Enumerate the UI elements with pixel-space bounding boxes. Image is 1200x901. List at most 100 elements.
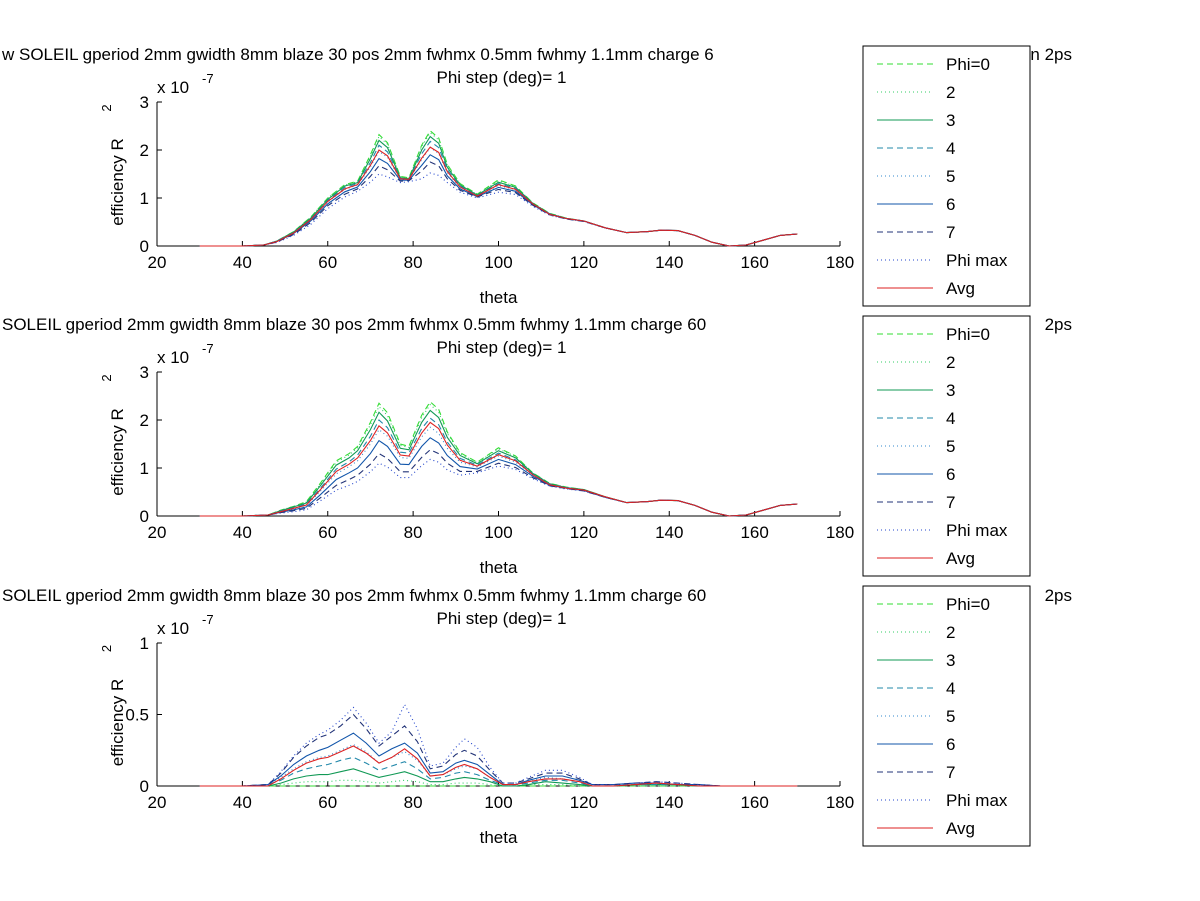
- y-tick-label: 1: [140, 459, 149, 478]
- y-tick-label: 0: [140, 777, 149, 796]
- x-tick-label: 120: [570, 523, 598, 542]
- y-axis-label-superscript: 2: [99, 645, 114, 652]
- series-line-phi5: [199, 426, 798, 517]
- series-line-phi0: [199, 129, 798, 247]
- chart-title-tail: 2ps: [1045, 586, 1072, 605]
- series-line-avg: [199, 146, 798, 247]
- chart-title: w SOLEIL gperiod 2mm gwidth 8mm blaze 30…: [1, 45, 714, 64]
- y-tick-label: 2: [140, 141, 149, 160]
- x-tick-label: 140: [655, 253, 683, 272]
- series-line-avg: [199, 745, 798, 787]
- y-tick-label: 0: [140, 507, 149, 526]
- series-line-phi7: [199, 161, 798, 247]
- legend-entry-label: 7: [946, 223, 955, 242]
- legend-entry-label: 3: [946, 111, 955, 130]
- x-tick-label: 40: [233, 253, 252, 272]
- exponent-label: x 10: [157, 619, 189, 638]
- series-line-phi4: [199, 140, 798, 247]
- x-tick-label: 140: [655, 523, 683, 542]
- chart-subtitle: Phi step (deg)= 1: [437, 609, 567, 628]
- y-tick-label: 1: [140, 634, 149, 653]
- series-line-avg: [199, 421, 798, 517]
- x-axis-label: theta: [480, 288, 518, 307]
- x-tick-label: 180: [826, 793, 854, 812]
- legend-entry-label: 7: [946, 763, 955, 782]
- legend-entry-label: 6: [946, 465, 955, 484]
- legend-entry-label: 6: [946, 195, 955, 214]
- exponent-superscript: -7: [202, 612, 214, 627]
- exponent-label: x 10: [157, 348, 189, 367]
- y-tick-label: 0: [140, 237, 149, 256]
- series-line-phi2: [199, 403, 798, 517]
- legend-box: [862, 585, 1031, 847]
- x-tick-label: 20: [148, 253, 167, 272]
- legend-entry-label: 4: [946, 679, 955, 698]
- legend-entry-label: Phi max: [946, 521, 1008, 540]
- legend-entry-label: 5: [946, 437, 955, 456]
- x-tick-label: 20: [148, 523, 167, 542]
- x-tick-label: 140: [655, 793, 683, 812]
- y-axis-label: efficiency R: [108, 138, 127, 226]
- legend-entry-label: 2: [946, 353, 955, 372]
- legend-entry-label: 3: [946, 651, 955, 670]
- x-tick-label: 160: [740, 793, 768, 812]
- legend-entry-label: Phi=0: [946, 595, 990, 614]
- x-tick-label: 80: [404, 523, 423, 542]
- subplot-2: 20 40 60 80 100 120 140 160 180 0 1 2 3 x 10 -7 SOLEIL …: [2, 315, 1072, 577]
- legend-entry-label: 4: [946, 139, 955, 158]
- y-axis-label: efficiency R: [108, 408, 127, 496]
- y-tick-label: 0.5: [125, 706, 149, 725]
- series-line-phi3: [199, 135, 798, 247]
- x-tick-label: 100: [484, 253, 512, 272]
- legend-entry-label: Phi max: [946, 791, 1008, 810]
- legend-entry-label: 3: [946, 381, 955, 400]
- legend-entry-label: 6: [946, 735, 955, 754]
- x-tick-label: 40: [233, 793, 252, 812]
- legend-box: [862, 315, 1031, 577]
- legend-entry-label: 5: [946, 167, 955, 186]
- x-tick-label: 180: [826, 253, 854, 272]
- x-tick-label: 60: [318, 523, 337, 542]
- legend-entry-label: Avg: [946, 819, 975, 838]
- y-axis-label-superscript: 2: [99, 374, 114, 381]
- x-tick-label: 160: [740, 523, 768, 542]
- legend: Phi=0 2 3 4 5 6 7 Phi max Avg: [862, 585, 1031, 847]
- exponent-label: x 10: [157, 78, 189, 97]
- legend-entry-label: Phi=0: [946, 55, 990, 74]
- series-line-phi5: [199, 743, 798, 787]
- legend-entry-label: 7: [946, 493, 955, 512]
- x-tick-label: 20: [148, 793, 167, 812]
- y-tick-label: 3: [140, 93, 149, 112]
- legend-entry-label: 5: [946, 707, 955, 726]
- y-tick-label: 2: [140, 411, 149, 430]
- legend-box: [862, 45, 1031, 307]
- chart-subtitle: Phi step (deg)= 1: [437, 68, 567, 87]
- chart-title: SOLEIL gperiod 2mm gwidth 8mm blaze 30 p…: [2, 315, 706, 334]
- legend-entry-label: Avg: [946, 279, 975, 298]
- exponent-superscript: -7: [202, 341, 214, 356]
- x-tick-label: 120: [570, 793, 598, 812]
- legend-entry-label: Phi max: [946, 251, 1008, 270]
- legend: Phi=0 2 3 4 5 6 7 Phi max Avg: [862, 45, 1031, 307]
- exponent-superscript: -7: [202, 71, 214, 86]
- series-line-phi2: [199, 779, 798, 787]
- subplot-1: 20 40 60 80 100 120 140 160 180 0 1 2 3 x 10 -7 w SOLEI…: [1, 45, 1072, 307]
- legend-entry-label: Avg: [946, 549, 975, 568]
- x-axis-label: theta: [480, 558, 518, 577]
- legend-entry-label: 4: [946, 409, 955, 428]
- legend-entry-label: 2: [946, 623, 955, 642]
- x-tick-label: 100: [484, 523, 512, 542]
- series-line-phi5: [199, 146, 798, 247]
- y-axis-label: efficiency R: [108, 679, 127, 767]
- y-tick-label: 3: [140, 363, 149, 382]
- legend-entry-label: 2: [946, 83, 955, 102]
- subplot-3: 20 40 60 80 100 120 140 160 180 0 0.5 1 x 10 -7 SOLEIL…: [2, 585, 1072, 847]
- x-tick-label: 120: [570, 253, 598, 272]
- y-axis-label-group: efficiency R 2: [99, 374, 127, 495]
- y-tick-label: 1: [140, 189, 149, 208]
- chart-title-tail: 2ps: [1045, 315, 1072, 334]
- chart-title: SOLEIL gperiod 2mm gwidth 8mm blaze 30 p…: [2, 586, 706, 605]
- series-line-phi6: [199, 437, 798, 517]
- x-tick-label: 160: [740, 253, 768, 272]
